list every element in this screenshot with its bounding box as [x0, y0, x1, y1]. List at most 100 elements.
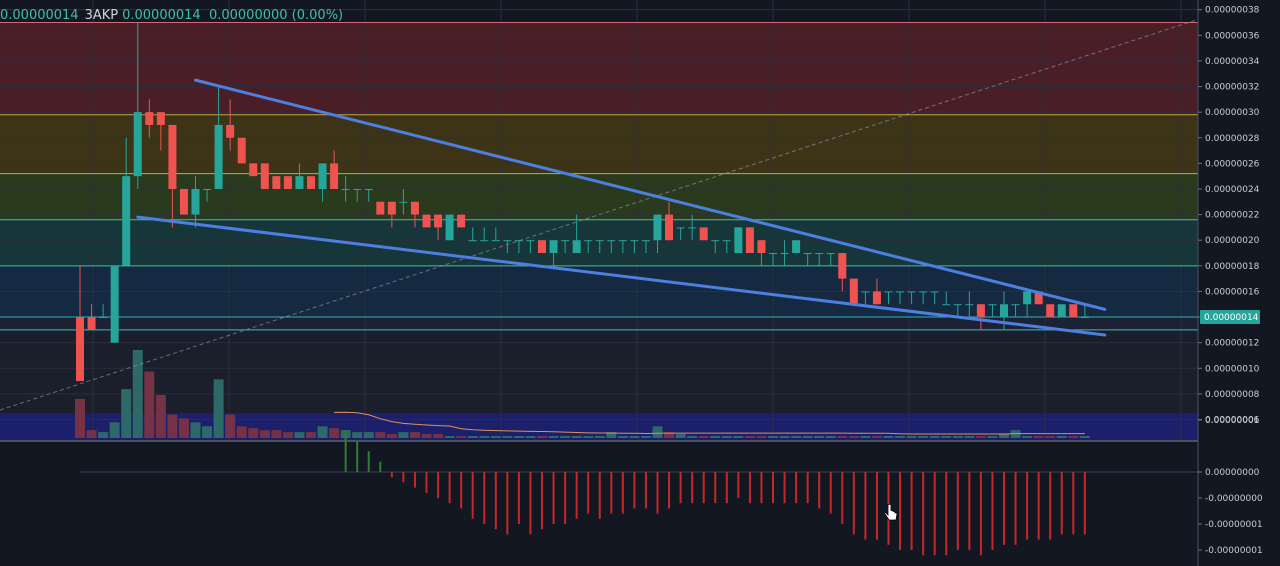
candle-body [503, 240, 512, 242]
candle-body [341, 188, 350, 190]
candle-body [861, 291, 870, 293]
last-price-badge-label: 0.00000014 [1204, 313, 1259, 323]
candle [699, 227, 708, 241]
volume-bar [456, 436, 467, 438]
candle-body [1057, 304, 1066, 318]
volume-bar [213, 379, 224, 438]
volume-bar [733, 436, 744, 438]
candle [653, 214, 662, 254]
volume-bar [606, 432, 617, 438]
candle-body [249, 163, 258, 177]
candle-body [179, 188, 188, 215]
volume-bar [409, 432, 420, 438]
axis-tick-label: 0.00000028 [1205, 134, 1260, 144]
volume-bar [698, 436, 709, 438]
candle-body [514, 240, 523, 242]
volume-bar [317, 426, 328, 438]
candle [561, 240, 570, 254]
candle [976, 304, 985, 330]
candle [665, 201, 674, 241]
volume-bar [155, 394, 166, 438]
candle [780, 240, 789, 266]
volume-bar [664, 432, 675, 438]
candle [861, 291, 870, 305]
volume-bar [132, 350, 143, 438]
fib-band [0, 219, 1198, 266]
candle-body [953, 304, 962, 306]
candle-body [214, 124, 223, 189]
volume-bar [386, 434, 397, 438]
candle [457, 214, 466, 228]
volume-bar [363, 432, 374, 438]
candle-body [133, 112, 142, 177]
candle-body [1034, 291, 1043, 305]
volume-bar [352, 432, 363, 438]
candle [387, 201, 396, 228]
volume-bar [502, 436, 513, 438]
candle-body [769, 253, 777, 255]
candle-body [376, 201, 385, 215]
candle [491, 227, 500, 242]
trendlines[interactable] [136, 78, 1107, 337]
candle-body [572, 240, 581, 254]
volume-bar [525, 436, 536, 438]
candle-body [919, 291, 928, 293]
candle-body [849, 278, 858, 305]
volume-bar [271, 430, 282, 438]
candle-body [1000, 304, 1008, 318]
candle [838, 253, 847, 292]
trendline [194, 78, 1107, 311]
candle [988, 304, 997, 318]
volume-ma-line [334, 411, 1085, 435]
volume-bar [421, 434, 432, 438]
axis-tick-label: 0.00000008 [1205, 390, 1260, 400]
candle [249, 163, 258, 177]
volume-bar [860, 436, 871, 438]
candle-body [872, 291, 881, 305]
candle-body [307, 176, 315, 189]
candle [872, 278, 881, 305]
volume-bar [444, 436, 455, 438]
candle [410, 201, 419, 228]
axis-tick-label: 0.00000022 [1205, 211, 1259, 221]
volume-bar [178, 418, 189, 438]
volume-bar [768, 436, 778, 438]
axis-tick-label: 0.00000024 [1205, 185, 1260, 195]
volume-bar [791, 436, 802, 438]
candle-body [896, 291, 905, 293]
volume-bar [75, 398, 85, 438]
candle [769, 253, 777, 266]
candle [630, 240, 639, 254]
candle-body [988, 304, 997, 306]
volume-bar [467, 436, 478, 438]
volume-bar [871, 436, 882, 438]
candle [179, 188, 188, 215]
volume-bar [756, 436, 767, 438]
candle [203, 188, 212, 202]
fib-bands [0, 22, 1198, 440]
volume-bar [306, 432, 316, 438]
candle-body [815, 253, 824, 255]
volume-bar [479, 436, 490, 438]
volume-bar [329, 428, 340, 438]
candle-body [976, 304, 985, 318]
candle [745, 227, 754, 254]
volume-bar [825, 436, 836, 438]
candle [757, 240, 766, 266]
volume-bar [617, 436, 628, 438]
last-price-badge [1200, 310, 1260, 325]
candle-body [676, 227, 685, 229]
candle [792, 240, 801, 254]
axis-tick-label: 0.00000034 [1205, 57, 1260, 67]
candle [676, 227, 685, 241]
volume-bar [202, 426, 213, 438]
volume-bar [236, 426, 247, 438]
candle-body [595, 240, 604, 242]
candle [1057, 304, 1066, 318]
volume-bar [1033, 436, 1044, 438]
candle-body [618, 240, 627, 242]
volume-bar [398, 432, 409, 438]
volume-bar [86, 430, 97, 438]
